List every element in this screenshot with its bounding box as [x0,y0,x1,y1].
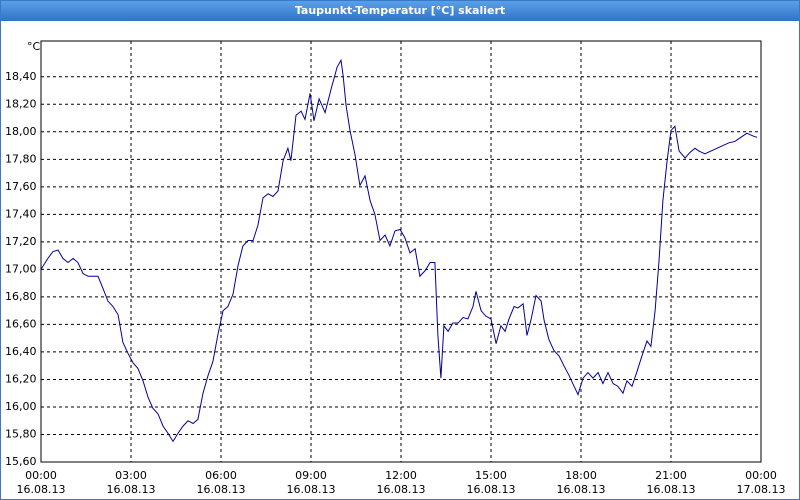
plot-frame [40,40,762,463]
x-tick-label: 09:00 16.08.13 [286,469,336,496]
y-tick-label: 18,00 [5,125,37,138]
x-tick-label: 03:00 16.08.13 [106,469,156,496]
y-tick-label: 16,60 [5,317,37,330]
y-tick-label: 16,80 [5,290,37,303]
y-tick-label: 17,20 [5,235,37,248]
y-tick-label: 17,80 [5,152,37,165]
y-tick-label: 18,20 [5,97,37,110]
line [40,58,758,443]
x-tick-label: 00:00 16.08.13 [16,469,66,496]
y-tick-label: 15,60 [5,455,37,468]
y-tick-label: 18,40 [5,70,37,83]
x-tick-label: 18:00 16.08.13 [556,469,606,496]
x-tick-label: 12:00 16.08.13 [376,469,426,496]
y-tick-label: 16,40 [5,345,37,358]
y-tick-label: 17,40 [5,207,37,220]
title-bar: Taupunkt-Temperatur [°C] skaliert [1,1,799,21]
y-tick-label: 15,80 [5,427,37,440]
y-tick-label: 16,00 [5,400,37,413]
x-tick-label: 00:00 17.08.13 [736,469,786,496]
y-tick-label: 17,00 [5,262,37,275]
x-tick-label: 06:00 16.08.13 [196,469,246,496]
y-tick-label: 16,20 [5,372,37,385]
y-tick-label: 17,60 [5,180,37,193]
x-tick-label: 15:00 16.08.13 [466,469,516,496]
x-tick-label: 21:00 16.08.13 [646,469,696,496]
y-unit: °C [27,40,41,53]
